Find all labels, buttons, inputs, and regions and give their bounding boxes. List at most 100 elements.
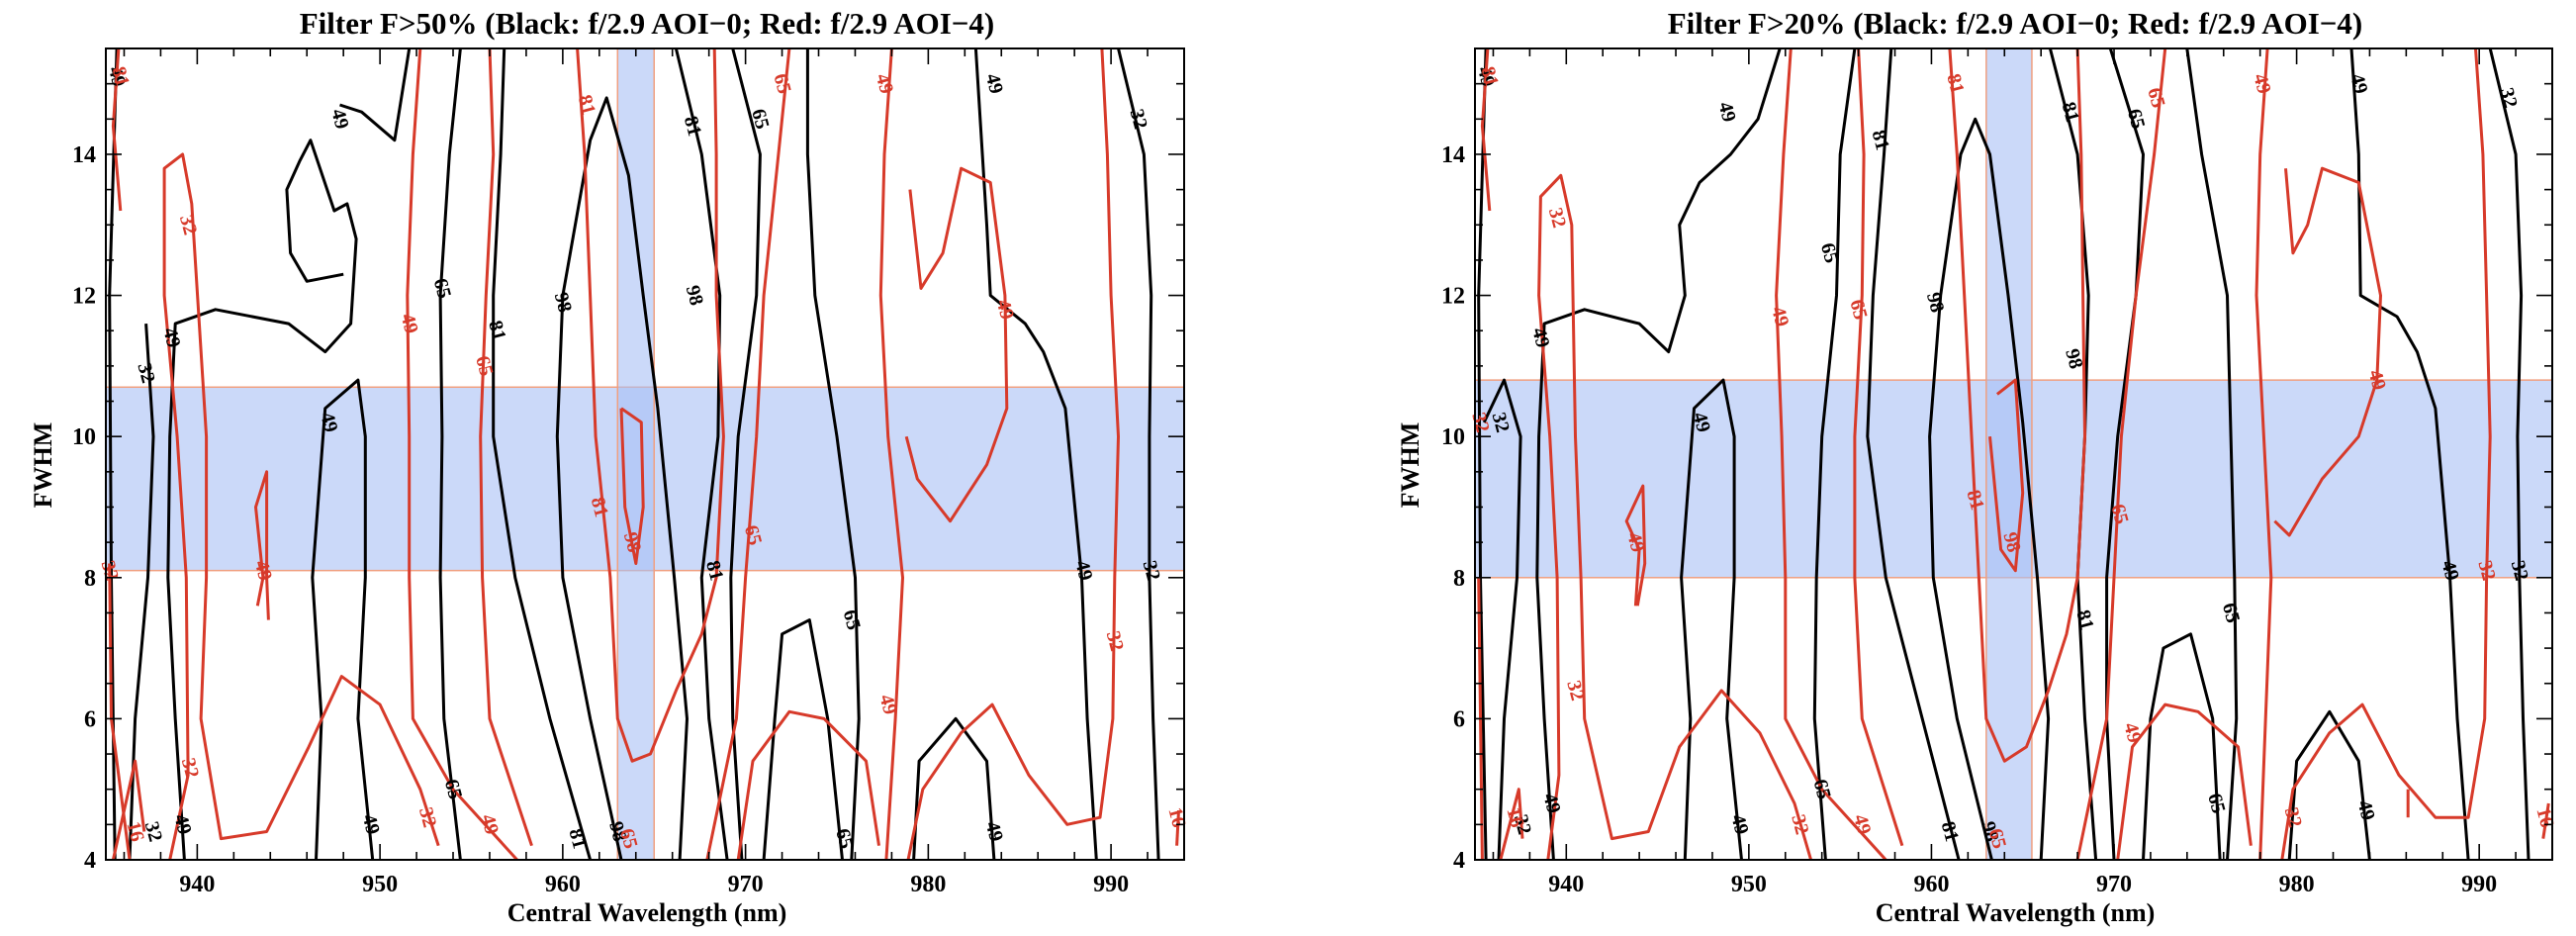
right-black-contour-label: 32 [2507, 558, 2532, 583]
right-red-contour-label: 49 [2119, 720, 2145, 745]
right-red-contour-label: 49 [1849, 812, 1875, 837]
left-black-contour-81 [674, 48, 729, 860]
left-x-tick-label: 990 [1093, 872, 1129, 897]
left-black-contour-label: 32 [133, 361, 158, 386]
right-black-contour-65 [1812, 48, 1857, 860]
left-x-tick-label: 940 [179, 872, 215, 897]
right-red-contour-label: 49 [1767, 305, 1793, 329]
left-y-tick-label: 6 [84, 706, 96, 732]
left-highlight-bands [105, 47, 1185, 861]
left-black-contour-49 [912, 716, 996, 860]
left-red-contour-16 [1175, 810, 1180, 846]
left-black-contour-label: 81 [680, 114, 705, 139]
right-black-contour-label: 81 [1937, 819, 1963, 844]
left-red-contour-65 [479, 48, 533, 847]
right-chart-ylabel: FWHM [1396, 422, 1425, 509]
right-chart-panel: Filter F>20% (Black: f/2.9 AOI−0; Red: f… [1396, 6, 2558, 927]
right-black-contour-label: 49 [2346, 71, 2371, 96]
left-black-contour-label: 49 [158, 326, 184, 350]
left-plot-frame [105, 47, 1185, 861]
right-red-contour-label: 16 [2531, 805, 2557, 830]
right-x-tick-label: 960 [1913, 872, 1949, 897]
left-contours [108, 48, 1180, 860]
left-y-tick-label: 8 [84, 566, 96, 592]
left-y-tick-label: 4 [84, 848, 96, 874]
right-red-contour-98 [1988, 378, 2025, 573]
left-red-contour-label: 49 [477, 812, 503, 837]
left-black-contour-label: 98 [682, 283, 707, 308]
right-black-contour-label: 49 [2437, 558, 2462, 583]
right-y-tick-label: 6 [1453, 706, 1465, 732]
right-red-contour-49 [1624, 484, 1647, 607]
left-axes: 940 950 960 970 980 990 4 6 8 10 12 14 [72, 47, 1185, 897]
left-black-contour-49 [339, 48, 412, 142]
left-black-contour-81 [492, 48, 593, 860]
left-red-contour-49 [904, 166, 1009, 523]
right-black-contour-49 [1535, 48, 1782, 860]
left-chart-xlabel: Central Wavelength (nm) [507, 898, 787, 927]
right-black-contour-81 [1866, 48, 1961, 860]
left-red-contour-label: 16 [1163, 805, 1189, 830]
right-black-contour-65 [2142, 632, 2222, 860]
left-black-contour-label: 49 [326, 107, 352, 132]
right-y-tick-label: 14 [1441, 142, 1465, 168]
left-black-contour-label: 32 [1126, 107, 1151, 132]
right-black-contour-32 [1482, 378, 1522, 860]
right-y-tick-label: 4 [1453, 848, 1465, 874]
left-x-tick-label: 950 [362, 872, 398, 897]
left-red-contour-49 [878, 48, 904, 860]
right-contours [1477, 48, 2550, 860]
right-black-contour-32 [2488, 48, 2530, 860]
right-red-contour-label: 81 [1942, 71, 1968, 96]
left-black-contour-label: 49 [981, 819, 1007, 844]
left-red-contour-label: 32 [177, 756, 203, 781]
right-x-tick-label: 970 [2096, 872, 2132, 897]
left-x-tick-label: 970 [728, 872, 764, 897]
left-chart-panel: Filter F>50% (Black: f/2.9 AOI−0; Red: f… [29, 6, 1190, 927]
right-black-contour-label: 81 [1868, 128, 1893, 152]
right-black-contour-49 [2287, 709, 2371, 860]
right-highlight-bands [1474, 47, 2553, 861]
left-red-contour-label: 65 [769, 71, 794, 96]
right-y-tick-label: 12 [1441, 284, 1465, 310]
right-black-contour-49 [2349, 48, 2470, 860]
right-black-contour-label: 65 [2123, 107, 2149, 132]
left-black-contour-65 [438, 48, 462, 860]
right-red-contour-label: 65 [2143, 85, 2168, 110]
right-red-contour-16 [2116, 702, 2253, 860]
right-red-contour-81 [1948, 48, 2086, 763]
right-chart-title: Filter F>20% (Black: f/2.9 AOI−0; Red: f… [1668, 6, 2363, 41]
right-y-tick-label: 10 [1441, 424, 1465, 450]
right-red-contour-label: 49 [2249, 71, 2274, 96]
right-red-contour-32 [1537, 173, 1813, 860]
right-x-tick-label: 980 [2279, 872, 2315, 897]
left-red-contour-label: 32 [97, 558, 123, 583]
left-black-contour-49 [973, 48, 1098, 860]
right-black-contour-98 [1928, 117, 2051, 860]
left-black-contour-label: 49 [169, 812, 195, 837]
left-red-contour-label: 49 [250, 558, 276, 583]
right-black-contour-label: 49 [1726, 812, 1752, 837]
left-black-contour-49 [311, 378, 375, 860]
right-red-contour-81 [1480, 48, 1492, 212]
right-red-contour-label: 32 [1787, 812, 1812, 837]
left-black-contour-label: 81 [701, 558, 727, 583]
right-red-contour-label: 32 [2473, 558, 2499, 583]
left-black-contour-65 [729, 48, 762, 860]
right-black-contour-49 [1680, 378, 1743, 860]
left-x-tick-label: 980 [910, 872, 946, 897]
left-red-contour-label: 49 [874, 693, 900, 717]
left-red-contour-label: 32 [1102, 628, 1128, 653]
left-red-contour-32 [162, 152, 440, 860]
right-red-contour-16 [2541, 802, 2550, 839]
right-black-contour-label: 65 [2218, 601, 2244, 625]
right-red-contour-65 [1853, 48, 1904, 847]
left-black-contour-49 [166, 139, 358, 860]
right-black-contour-label: 65 [2203, 791, 2229, 815]
left-red-contour-label: 49 [396, 312, 421, 336]
right-y-tick-label: 8 [1453, 566, 1465, 592]
left-black-contour-label: 81 [484, 319, 509, 343]
right-red-contour-49 [2273, 166, 2382, 537]
right-black-contour-label: 49 [1527, 326, 1553, 350]
